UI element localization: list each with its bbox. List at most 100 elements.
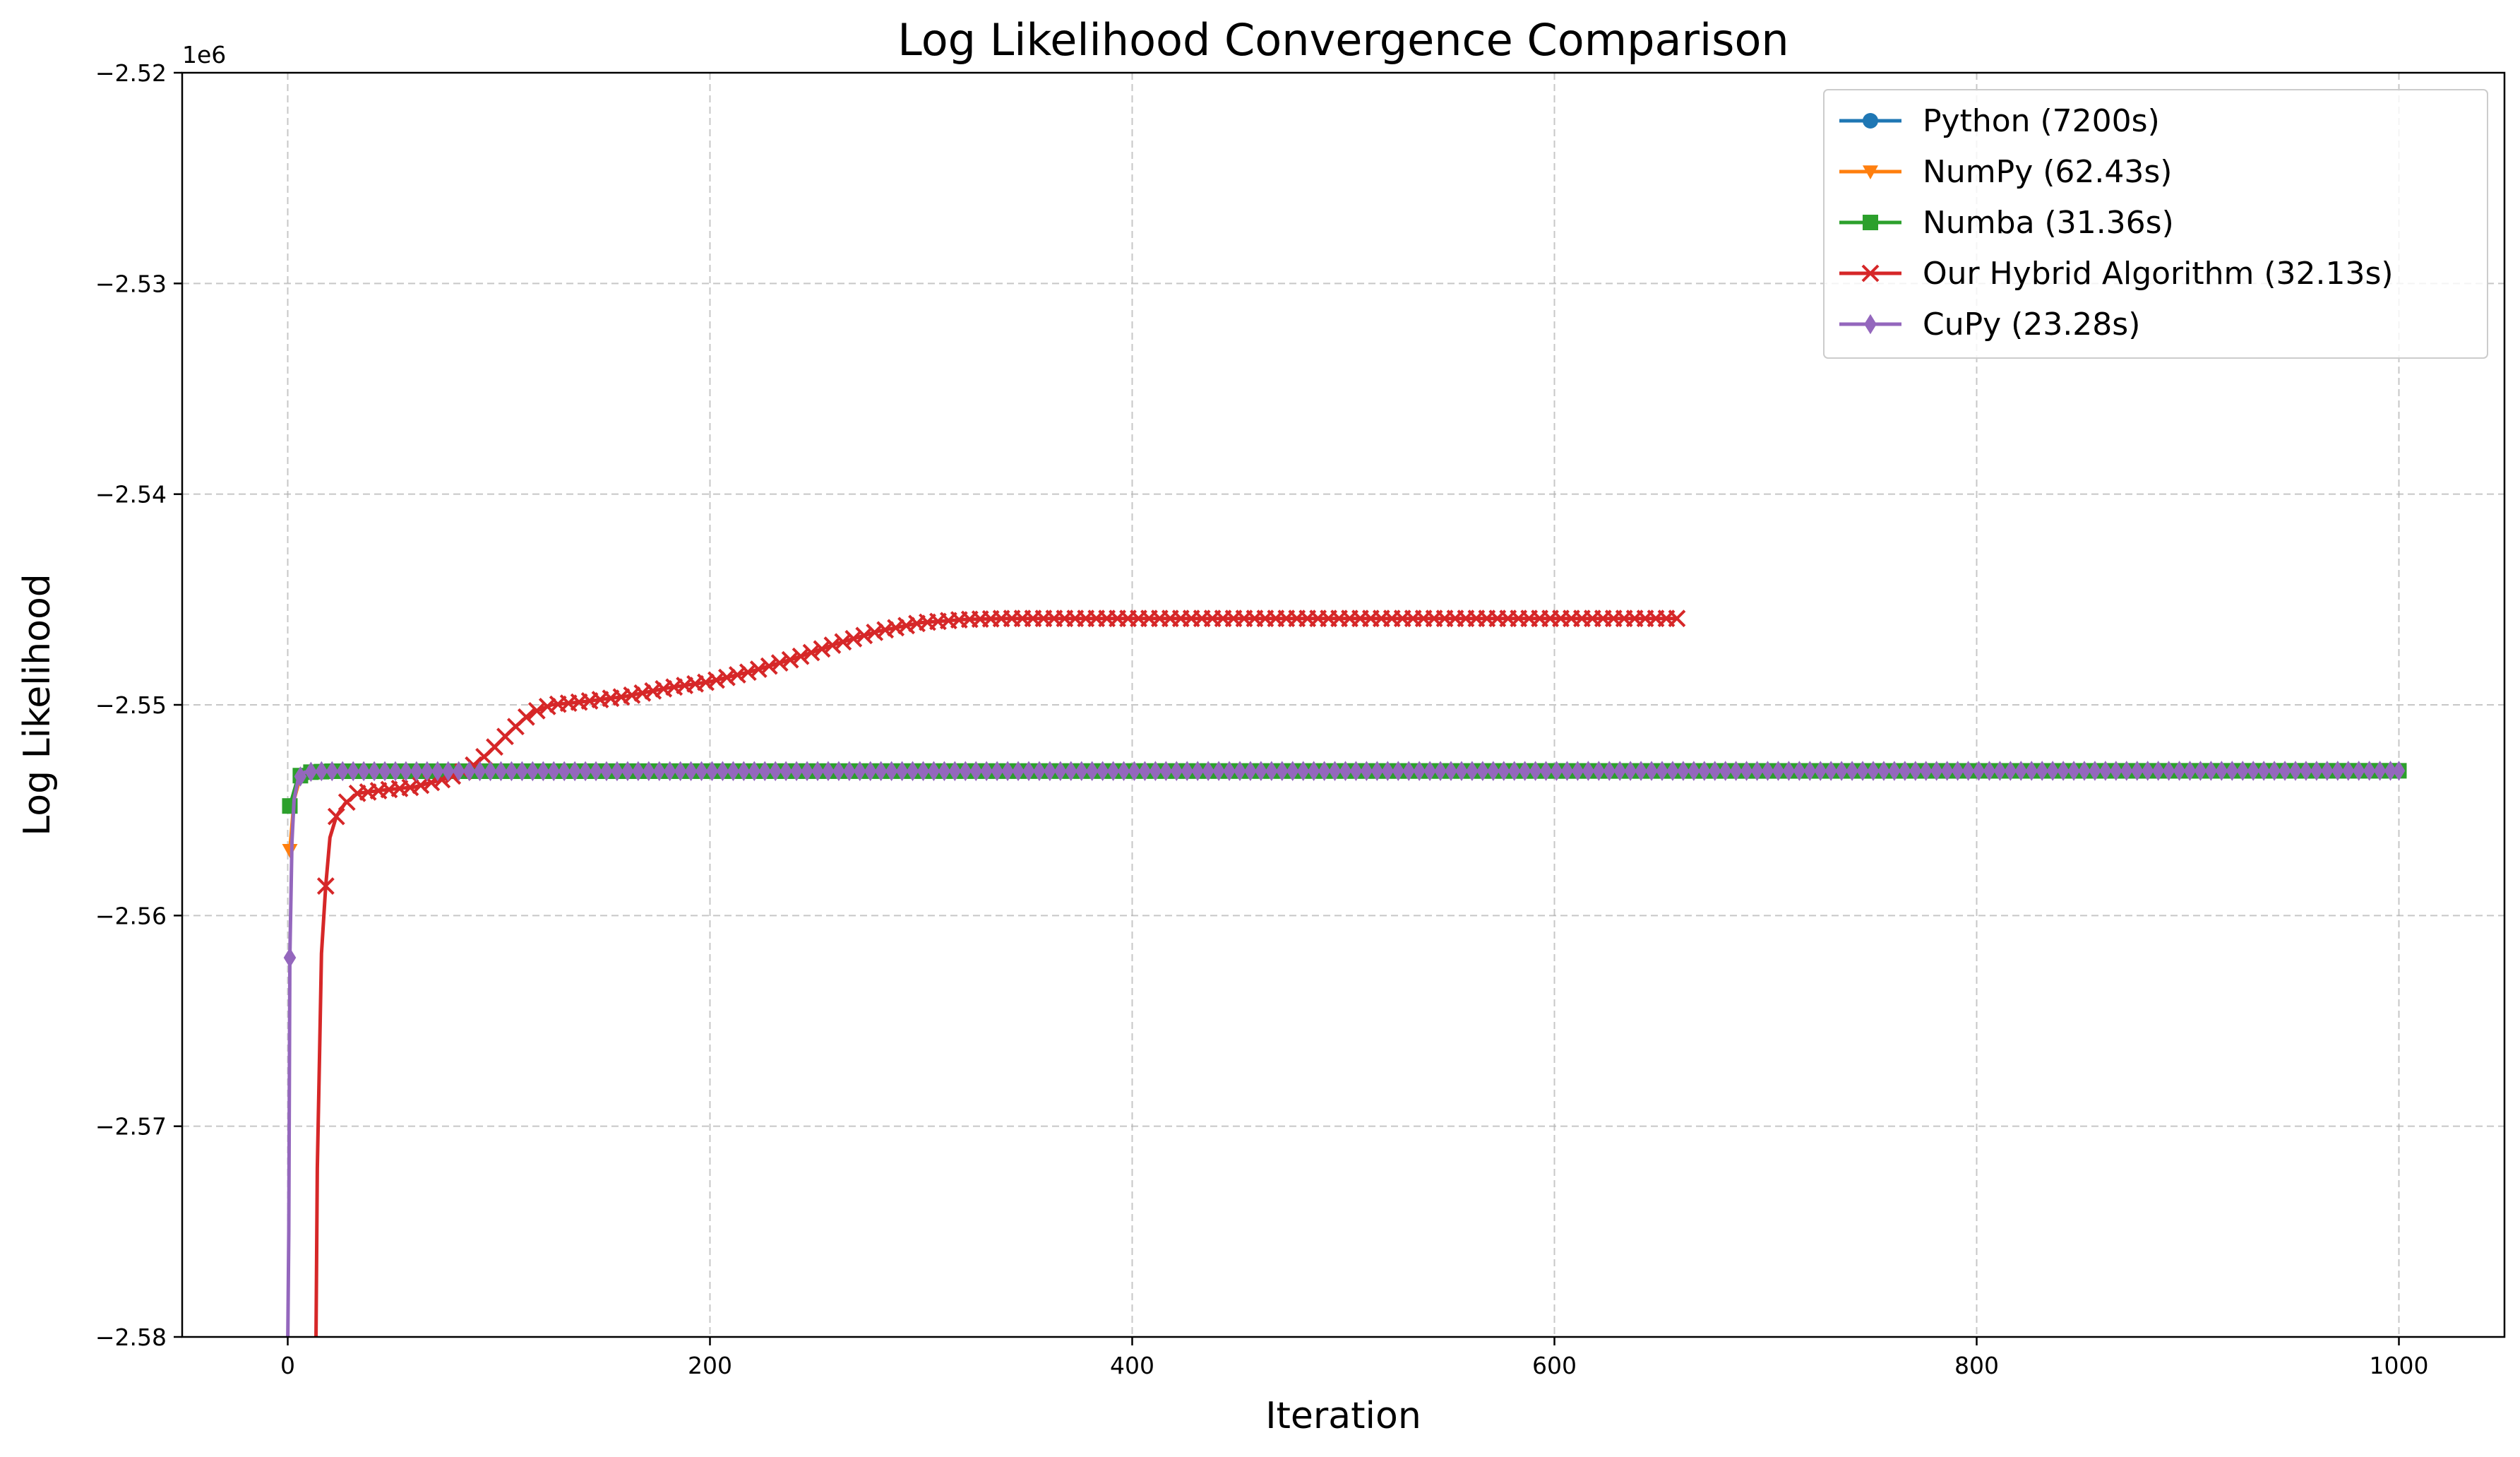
data-point — [684, 761, 698, 782]
data-point — [663, 761, 676, 782]
data-point — [2194, 761, 2207, 781]
data-point — [1603, 761, 1616, 781]
data-point — [1486, 761, 1500, 781]
data-point — [1919, 761, 1933, 781]
data-point — [473, 761, 486, 782]
data-point — [1635, 761, 1647, 781]
data-point — [494, 761, 508, 782]
data-point — [568, 761, 581, 782]
data-point — [1096, 761, 1109, 782]
data-point — [1106, 761, 1120, 782]
data-point — [1075, 761, 1088, 782]
data-point — [1328, 761, 1342, 781]
data-point — [1624, 761, 1637, 781]
data-point — [1993, 761, 2007, 781]
data-point — [1888, 761, 1901, 781]
data-point — [1782, 761, 1796, 781]
data-point — [410, 761, 423, 782]
data-point — [1750, 761, 1764, 781]
y-tick-label: −2.52 — [95, 59, 167, 87]
data-point — [2025, 761, 2038, 781]
data-point — [283, 947, 297, 968]
data-point — [2331, 761, 2344, 781]
data-point — [1191, 761, 1204, 782]
data-point — [1455, 761, 1468, 781]
data-point — [1033, 761, 1046, 782]
data-point — [368, 761, 381, 782]
data-point — [2384, 761, 2397, 781]
data-point — [1381, 761, 1395, 781]
data-point — [1466, 761, 1479, 781]
data-point — [1138, 761, 1152, 782]
data-point — [2078, 761, 2091, 781]
data-point — [1339, 761, 1352, 781]
data-point — [357, 761, 370, 782]
data-point — [600, 761, 613, 782]
data-point — [441, 761, 455, 782]
legend-label: Python (7200s) — [1923, 103, 2160, 139]
x-tick-label: 800 — [1954, 1352, 1999, 1379]
data-point — [1719, 761, 1732, 781]
data-point — [855, 626, 873, 645]
data-point — [462, 761, 476, 782]
data-point — [1708, 761, 1721, 781]
data-point — [579, 761, 592, 782]
chart-title: Log Likelihood Convergence Comparison — [897, 14, 1789, 66]
data-point — [727, 761, 740, 782]
data-point — [526, 761, 539, 782]
data-point — [1117, 761, 1130, 782]
data-point — [832, 761, 845, 782]
data-point — [1476, 761, 1489, 781]
data-point — [2279, 761, 2291, 781]
data-point — [421, 761, 434, 782]
data-point — [769, 761, 782, 782]
data-point — [1814, 761, 1827, 781]
data-point — [2141, 761, 2154, 781]
data-point — [1402, 761, 1415, 781]
data-point — [749, 660, 768, 678]
data-point — [517, 708, 535, 726]
data-point — [527, 701, 546, 720]
data-point — [834, 633, 852, 651]
data-point — [1392, 761, 1405, 781]
data-point — [1497, 761, 1510, 781]
data-point — [1223, 761, 1236, 782]
data-point — [1550, 761, 1563, 781]
series-3 — [314, 609, 1686, 1337]
data-point — [927, 761, 940, 782]
data-point — [2110, 761, 2122, 781]
data-point — [282, 844, 298, 858]
data-point — [1877, 761, 1890, 781]
y-tick-label: −2.53 — [95, 270, 167, 297]
y-axis-offset-label: 1e6 — [182, 41, 226, 69]
legend-label: CuPy (23.28s) — [1923, 307, 2140, 343]
data-point — [2120, 761, 2133, 781]
data-point — [790, 761, 803, 782]
x-tick-label: 1000 — [2370, 1352, 2429, 1379]
data-point — [515, 761, 529, 782]
data-point — [813, 640, 831, 658]
data-point — [2310, 761, 2323, 781]
data-point — [1371, 761, 1384, 781]
data-point — [2236, 761, 2250, 781]
data-point — [801, 761, 813, 782]
data-point — [770, 654, 789, 672]
data-point — [2057, 761, 2070, 781]
data-point — [590, 761, 602, 782]
data-point — [2204, 761, 2218, 781]
data-point — [652, 761, 666, 782]
data-point — [1825, 761, 1837, 781]
data-point — [1571, 761, 1584, 781]
data-point — [537, 761, 550, 782]
data-point — [1961, 761, 1975, 781]
data-point — [866, 623, 884, 641]
data-point — [1159, 761, 1173, 782]
data-point — [1613, 761, 1626, 781]
data-point — [2289, 761, 2302, 781]
data-point — [705, 761, 719, 782]
data-point — [1983, 761, 1996, 781]
data-point — [1645, 761, 1658, 781]
data-point — [864, 761, 877, 782]
data-point — [1234, 761, 1246, 782]
